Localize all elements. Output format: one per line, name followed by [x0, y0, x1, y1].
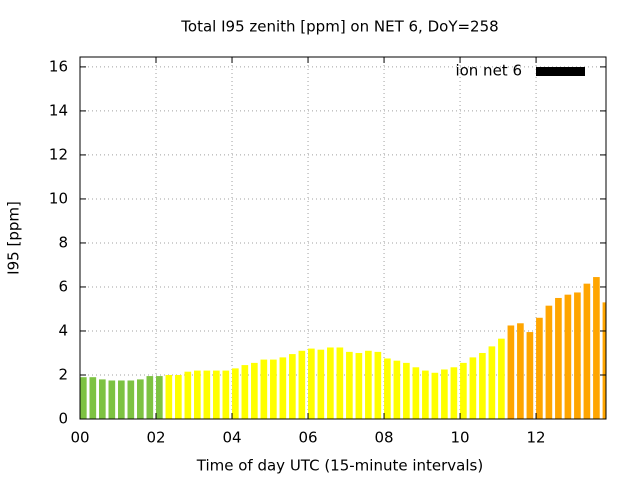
y-tick-label: 6 [58, 277, 68, 295]
y-tick-label: 16 [49, 57, 68, 75]
bar [564, 294, 572, 419]
bar [251, 362, 258, 419]
plot-frame [79, 56, 607, 420]
bar [241, 365, 249, 419]
bars [80, 277, 606, 419]
bar [374, 351, 382, 419]
y-axis-label: I95 [ppm] [5, 201, 23, 275]
y-tick-label: 0 [58, 410, 68, 428]
bar [298, 350, 306, 419]
bar [175, 374, 182, 419]
bar [422, 370, 429, 419]
legend-swatch [536, 67, 585, 76]
bar [260, 359, 268, 419]
bar [498, 338, 505, 419]
bar [384, 358, 391, 419]
chart-title: Total I95 zenith [ppm] on NET 6, DoY=258 [180, 18, 498, 36]
bar [545, 305, 553, 419]
x-tick-label: 04 [222, 429, 241, 447]
y-tick-label: 10 [49, 189, 68, 207]
bar [346, 351, 353, 419]
legend-label: ion net 6 [455, 62, 522, 80]
bar [137, 379, 144, 419]
bar [460, 362, 467, 419]
bar [184, 371, 192, 419]
bar [574, 292, 581, 419]
bar [270, 359, 277, 419]
bar [118, 380, 125, 419]
y-tick-label: 8 [58, 233, 68, 251]
bar [488, 346, 496, 419]
bar [555, 297, 562, 419]
x-tick-label: 10 [451, 429, 470, 447]
y-tick-label: 12 [49, 145, 68, 163]
bar [526, 332, 534, 419]
bar [536, 317, 543, 419]
bar [469, 357, 477, 419]
bar [355, 352, 363, 419]
bar [308, 348, 315, 419]
bar [213, 370, 220, 419]
bar [232, 368, 239, 419]
bar [327, 347, 334, 419]
bar [127, 380, 135, 419]
bar [165, 374, 173, 419]
x-tick-label: 02 [146, 429, 165, 447]
bar [194, 370, 201, 419]
bar [602, 302, 606, 419]
bar [393, 360, 401, 419]
y-tick-label: 2 [58, 365, 68, 383]
bar [403, 362, 410, 419]
y-tick-label: 4 [58, 321, 68, 339]
x-tick-label: 12 [527, 429, 546, 447]
bar [365, 350, 372, 419]
bar [517, 323, 524, 419]
bar [593, 277, 600, 419]
bar [156, 376, 163, 419]
x-tick-label: 06 [298, 429, 317, 447]
bar [479, 352, 486, 419]
grid [79, 57, 606, 420]
bar [289, 354, 296, 419]
bar [279, 357, 287, 419]
bar [583, 283, 591, 419]
x-tick-label: 08 [374, 429, 393, 447]
bar [507, 325, 515, 419]
bar [441, 369, 448, 419]
bar [89, 377, 97, 419]
bar [412, 367, 420, 419]
bar [222, 370, 230, 419]
bar [80, 377, 87, 419]
bar [317, 349, 325, 419]
bar [450, 367, 458, 419]
bar [203, 370, 211, 419]
bar [108, 380, 116, 419]
bar [431, 372, 439, 419]
y-tick-label: 14 [49, 101, 68, 119]
bar [99, 379, 106, 419]
bar [336, 347, 344, 419]
x-axis-label: Time of day UTC (15-minute intervals) [196, 457, 483, 475]
x-tick-label: 00 [70, 429, 89, 447]
bar [146, 376, 154, 419]
